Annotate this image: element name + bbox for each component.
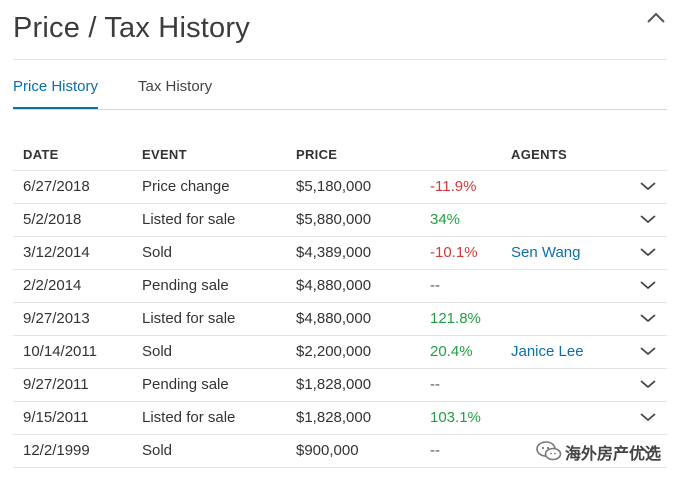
row-expand-button[interactable]	[639, 343, 657, 359]
row-expand-button[interactable]	[639, 409, 657, 425]
table-row[interactable]: 3/12/2014 Sold $4,389,000 -10.1% Sen Wang	[13, 237, 667, 270]
table-row[interactable]: 10/14/2011 Sold $2,200,000 20.4% Janice Lee	[13, 336, 667, 369]
row-price-change: --	[430, 376, 440, 393]
row-event: Listed for sale	[142, 310, 236, 327]
table-body: 6/27/2018 Price change $5,180,000 -11.9% 5/2…	[13, 171, 667, 468]
row-date: 6/27/2018	[23, 178, 90, 195]
row-price: $4,880,000	[296, 310, 372, 327]
row-price: $5,880,000	[296, 211, 372, 228]
table-header: DATE EVENT PRICE AGENTS	[13, 138, 667, 171]
row-price: $900,000	[296, 442, 359, 459]
row-price-change: -11.9%	[430, 178, 477, 195]
row-event: Listed for sale	[142, 211, 236, 228]
row-event: Listed for sale	[142, 409, 236, 426]
row-price-change: 20.4%	[430, 343, 473, 360]
row-event: Sold	[142, 442, 173, 459]
row-price-change: --	[430, 277, 440, 294]
price-history-table: DATE EVENT PRICE AGENTS 6/27/2018 Price c…	[13, 138, 667, 468]
chevron-down-icon	[640, 347, 656, 356]
row-expand-button[interactable]	[639, 310, 657, 326]
row-price-change: --	[430, 442, 440, 459]
chevron-down-icon	[640, 215, 656, 224]
row-price: $5,180,000	[296, 178, 372, 195]
tab-price-history[interactable]: Price History	[13, 76, 99, 109]
row-price: $1,828,000	[296, 409, 372, 426]
row-date: 5/2/2018	[23, 211, 82, 228]
row-price-change: 34%	[430, 211, 461, 228]
row-price: $4,389,000	[296, 244, 372, 261]
column-header-date: DATE	[23, 147, 59, 162]
row-price-change: -10.1%	[430, 244, 478, 261]
row-agent-link[interactable]: Sen Wang	[511, 244, 581, 261]
column-header-price: PRICE	[296, 147, 338, 162]
table-row[interactable]: 9/15/2011 Listed for sale $1,828,000 103.1%	[13, 402, 667, 435]
row-date: 10/14/2011	[23, 343, 97, 360]
header: Price / Tax History	[13, 10, 667, 58]
header-divider	[13, 59, 667, 60]
chevron-down-icon	[640, 182, 656, 191]
watermark-text: 海外房产优选	[565, 446, 662, 463]
tabs-divider	[13, 109, 667, 110]
tab-bar: Price History Tax History	[13, 76, 667, 110]
row-date: 9/15/2011	[23, 409, 89, 426]
row-date: 3/12/2014	[23, 244, 90, 261]
row-event: Price change	[142, 178, 230, 195]
row-event: Pending sale	[142, 376, 229, 393]
chevron-down-icon	[640, 446, 656, 455]
table-row[interactable]: 9/27/2013 Listed for sale $4,880,000 121.8%	[13, 303, 667, 336]
chevron-down-icon	[640, 413, 656, 422]
chevron-down-icon	[640, 248, 656, 257]
chevron-up-icon	[647, 12, 665, 23]
table-row[interactable]: 9/27/2011 Pending sale $1,828,000 --	[13, 369, 667, 402]
row-date: 9/27/2013	[23, 310, 90, 327]
tab-tax-history[interactable]: Tax History	[138, 78, 213, 95]
table-row[interactable]: 5/2/2018 Listed for sale $5,880,000 34%	[13, 204, 667, 237]
row-expand-button[interactable]	[639, 376, 657, 392]
wechat-icon	[536, 441, 562, 461]
column-header-event: EVENT	[142, 147, 187, 162]
chevron-down-icon	[640, 281, 656, 290]
row-date: 2/2/2014	[23, 277, 82, 294]
column-header-agents: AGENTS	[511, 147, 567, 162]
row-expand-button[interactable]	[639, 442, 657, 458]
row-event: Sold	[142, 343, 173, 360]
row-agent-link[interactable]: Janice Lee	[511, 343, 584, 360]
row-expand-button[interactable]	[639, 211, 657, 227]
row-date: 12/2/1999	[23, 442, 90, 459]
row-date: 9/27/2011	[23, 376, 89, 393]
page-title: Price / Tax History	[13, 12, 250, 44]
row-expand-button[interactable]	[639, 277, 657, 293]
collapse-button[interactable]	[645, 10, 667, 26]
row-price: $1,828,000	[296, 376, 372, 393]
watermark: 海外房产优选	[535, 438, 675, 464]
row-price-change: 103.1%	[430, 409, 481, 426]
table-row[interactable]: 6/27/2018 Price change $5,180,000 -11.9%	[13, 171, 667, 204]
row-price: $2,200,000	[296, 343, 372, 360]
chevron-down-icon	[640, 314, 656, 323]
row-event: Sold	[142, 244, 173, 261]
table-row[interactable]: 12/2/1999 Sold $900,000 --	[13, 435, 667, 468]
row-expand-button[interactable]	[639, 178, 657, 194]
row-price-change: 121.8%	[430, 310, 481, 327]
row-price: $4,880,000	[296, 277, 372, 294]
chevron-down-icon	[640, 380, 656, 389]
row-event: Pending sale	[142, 277, 229, 294]
row-expand-button[interactable]	[639, 244, 657, 260]
table-row[interactable]: 2/2/2014 Pending sale $4,880,000 --	[13, 270, 667, 303]
